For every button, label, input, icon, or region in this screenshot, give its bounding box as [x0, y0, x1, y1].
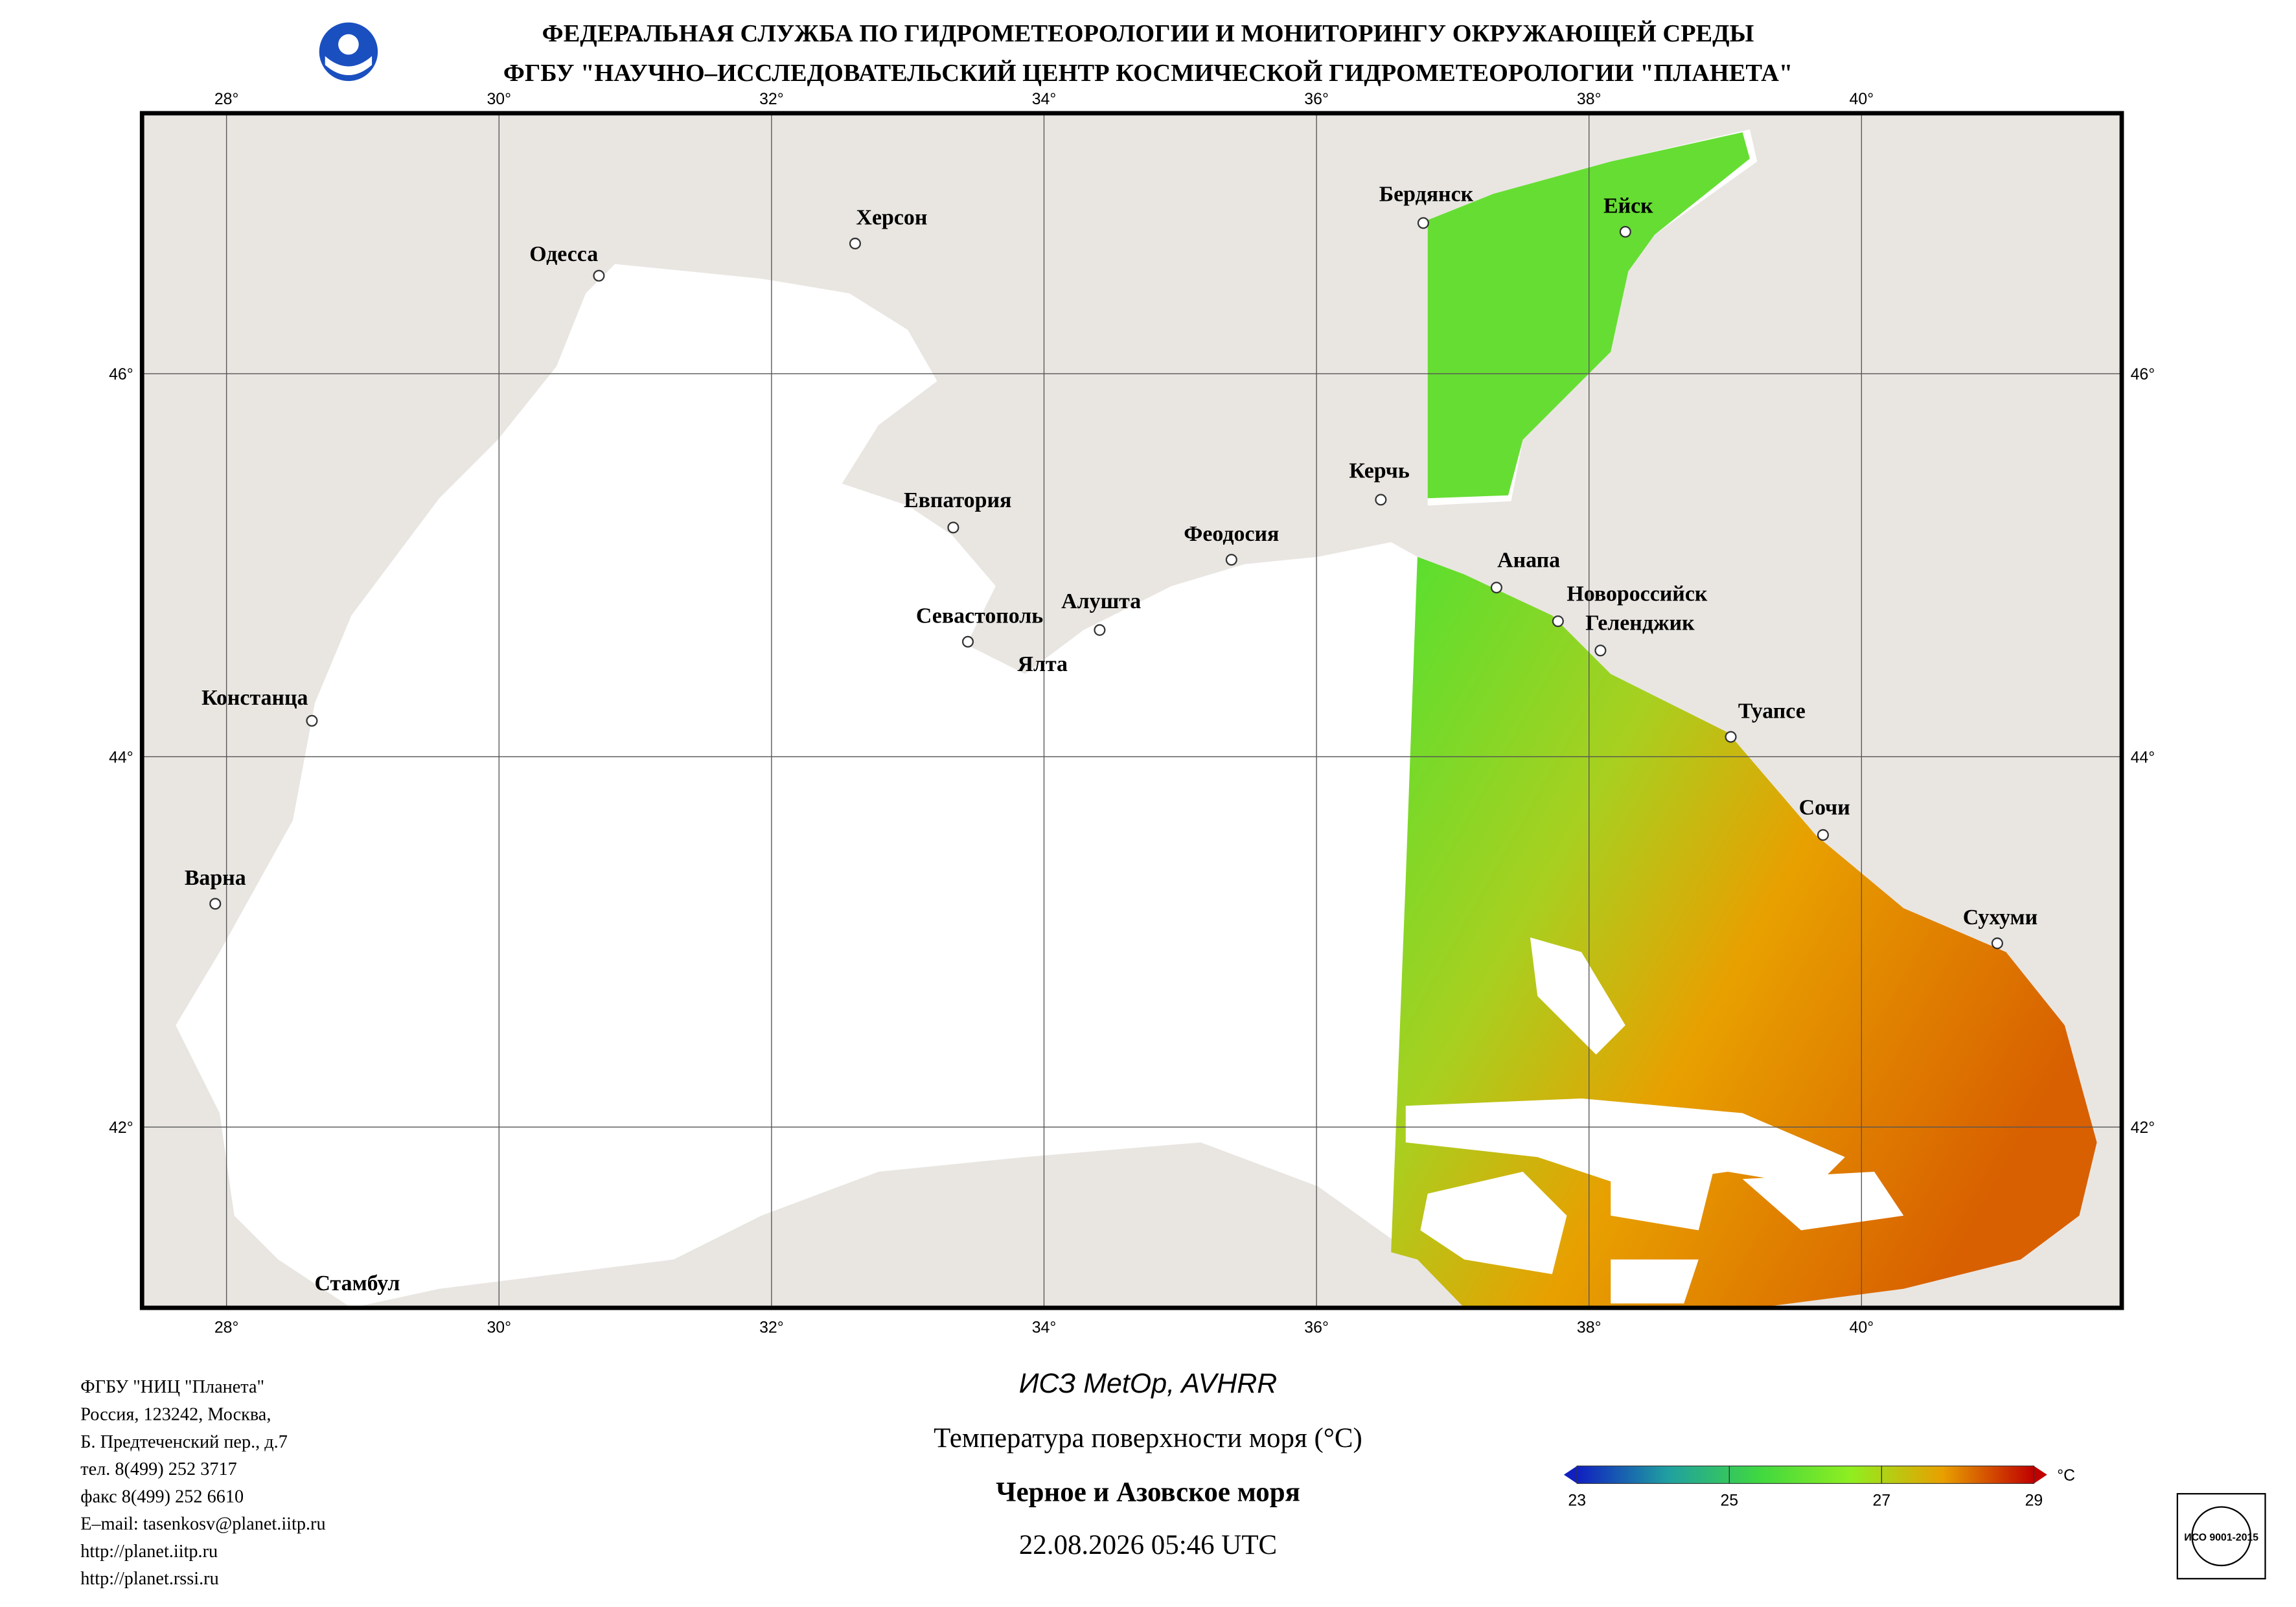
- city-label: Сочи: [1799, 795, 1850, 819]
- city-label: Одесса: [529, 242, 598, 266]
- city-dot: [961, 635, 974, 648]
- lon-tick-label: 32°: [759, 1319, 784, 1337]
- address: ФГБУ "НИЦ "Планета" Россия, 123242, Москв…: [80, 1377, 325, 1589]
- city-label: Ялта: [1018, 652, 1068, 676]
- city-dot: [1817, 829, 1829, 841]
- city-label: Туапсе: [1738, 699, 1806, 723]
- lon-tick-label: 40°: [1850, 1319, 1874, 1337]
- cities: Бердянск Ейск Херсон Одесса Керчь Евпатория Фе…: [185, 182, 2038, 1295]
- lon-tick-label: 28°: [214, 1319, 239, 1337]
- city-dot: [593, 269, 605, 282]
- city-dot: [1991, 937, 2003, 950]
- lon-tick-label: 36°: [1304, 1319, 1329, 1337]
- city-dot: [1094, 624, 1106, 636]
- address-line: E–mail: tasenkosv@planet.iitp.ru: [80, 1514, 325, 1534]
- city-dot: [1375, 494, 1387, 506]
- address-line: http://planet.rssi.ru: [80, 1569, 218, 1589]
- colorbar-arrow: [1563, 1466, 1578, 1484]
- colorbar-tick-label: 25: [1720, 1491, 1738, 1509]
- map-frame: [139, 111, 2124, 1310]
- satellite: ИСЗ MetOp, AVHRR: [1019, 1368, 1278, 1399]
- city-label: Бердянск: [1379, 182, 1474, 206]
- city-label: Евпатория: [904, 488, 1011, 512]
- region: Черное и Азовское моря: [996, 1477, 1300, 1507]
- address-line: Россия, 123242, Москва,: [80, 1404, 271, 1424]
- city-dot: [209, 898, 222, 910]
- lon-tick-label: 38°: [1577, 90, 1601, 108]
- city-label: Констанца: [201, 686, 308, 710]
- colorbar-bar: [1576, 1465, 2034, 1484]
- city-label: Анапа: [1497, 548, 1560, 572]
- city-dot: [1619, 225, 1631, 238]
- colorbar-tick-label: 29: [2025, 1491, 2043, 1509]
- lat-tick-label: 46°: [109, 365, 133, 383]
- colorbar-unit: °C: [2057, 1466, 2075, 1485]
- lon-tick-label: 38°: [1577, 1319, 1601, 1337]
- datetime: 22.08.2026 05:46 UTC: [1019, 1530, 1277, 1560]
- lon-tick-label: 28°: [214, 90, 239, 108]
- city-label: Сухуми: [1963, 906, 2038, 929]
- city-label: Стамбул: [315, 1271, 400, 1295]
- city-dot: [1594, 644, 1607, 657]
- lat-tick-label: 46°: [2131, 365, 2155, 383]
- lon-tick-label: 36°: [1304, 90, 1329, 108]
- lon-tick-label: 34°: [1032, 1319, 1057, 1337]
- city-dot: [1490, 582, 1502, 594]
- colorbar-tick-label: 27: [1873, 1491, 1891, 1509]
- city-dot: [1417, 217, 1429, 229]
- address-line: ФГБУ "НИЦ "Планета": [80, 1377, 264, 1397]
- city-dot: [1725, 731, 1737, 743]
- header-subtitle: ФГБУ "НАУЧНО–ИССЛЕДОВАТЕЛЬСКИЙ ЦЕНТР КОС…: [503, 60, 1793, 87]
- city-label: Севастополь: [916, 604, 1043, 628]
- city-dot: [306, 714, 318, 727]
- address-line: тел. 8(499) 252 3717: [80, 1459, 236, 1479]
- graticule: 28° 28° 30° 30° 32° 32° 34° 34° 36° 36° 38° 38° 40° 4…: [109, 90, 2155, 1336]
- header-title: ФЕДЕРАЛЬНАЯ СЛУЖБА ПО ГИДРОМЕТЕОРОЛОГИИ …: [542, 20, 1754, 47]
- city-label: Ейск: [1603, 194, 1653, 218]
- lat-tick-label: 42°: [2131, 1119, 2155, 1137]
- city-label: Геленджик: [1585, 611, 1695, 635]
- address-line: Б. Предтеченский пер., д.7: [80, 1432, 288, 1452]
- city-label: Алушта: [1061, 589, 1141, 613]
- address-line: факс 8(499) 252 6610: [80, 1487, 244, 1507]
- lat-tick-label: 44°: [2131, 748, 2155, 766]
- city-dot: [1552, 615, 1564, 628]
- city-label: Херсон: [856, 206, 928, 230]
- lon-tick-label: 32°: [759, 90, 784, 108]
- product: Температура поверхности моря (°C): [934, 1423, 1362, 1453]
- lon-tick-label: 30°: [487, 1319, 511, 1337]
- lon-tick-label: 34°: [1032, 90, 1057, 108]
- colorbar-arrow: [2034, 1466, 2047, 1484]
- city-label: Керчь: [1349, 459, 1409, 483]
- lat-tick-label: 44°: [109, 748, 133, 766]
- city-dot: [1225, 554, 1237, 566]
- colorbar: 23 25 27 29 °C: [1563, 1465, 2075, 1509]
- address-line: http://planet.iitp.ru: [80, 1542, 218, 1562]
- colorbar-tick-label: 23: [1568, 1491, 1586, 1509]
- certificate-stamp: ИСО 9001-2015: [2176, 1493, 2266, 1580]
- lat-tick-label: 42°: [109, 1119, 133, 1137]
- clouds: [1405, 937, 1904, 1304]
- certificate: ИСО 9001-2015: [2184, 1533, 2258, 1544]
- lon-tick-label: 40°: [1850, 90, 1874, 108]
- city-dot: [947, 521, 959, 534]
- map-area: [142, 113, 2122, 1308]
- city-dot: [849, 237, 861, 250]
- logo: [319, 22, 378, 82]
- lon-tick-label: 30°: [487, 90, 511, 108]
- city-label: Феодосия: [1184, 522, 1279, 546]
- city-label: Варна: [185, 866, 246, 890]
- city-label: Новороссийск: [1567, 582, 1707, 606]
